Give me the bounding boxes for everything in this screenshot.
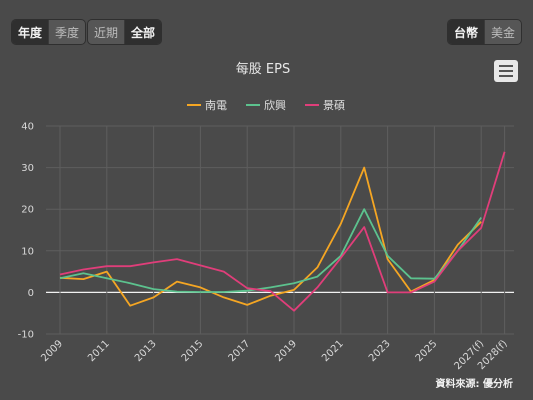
y-tick-label: 0 — [28, 288, 34, 299]
tab-usd[interactable]: 美金 — [491, 25, 516, 40]
period-toggle: 年度 季度 — [11, 19, 87, 45]
range-toggle: 近期 全部 — [87, 19, 163, 45]
tab-twd[interactable]: 台幣 — [448, 20, 486, 44]
source-note: 資料來源: 優分析 — [436, 377, 513, 390]
x-axis: 2009 2011 2013 2015 2017 2019 2021 2023 2025 2027… — [39, 338, 509, 372]
chart-title: 每股 EPS — [236, 61, 290, 77]
x-tick-label: 2015 — [180, 338, 206, 364]
tab-all[interactable]: 全部 — [125, 20, 162, 44]
series-line-南電 — [59, 166, 482, 307]
x-tick-label: 2023 — [367, 338, 393, 364]
x-tick-label: 2011 — [86, 338, 112, 364]
y-tick-label: 10 — [21, 246, 34, 257]
y-tick-label: -10 — [18, 330, 34, 341]
x-tick-label: 2017 — [227, 338, 253, 364]
menu-bar — [499, 75, 513, 77]
y-axis: -10 0 10 20 30 40 — [18, 122, 34, 341]
x-tick-label: 2021 — [320, 338, 346, 364]
series-lines — [59, 151, 506, 312]
legend-label: 欣興 — [264, 98, 286, 112]
tab-annual[interactable]: 年度 — [12, 20, 50, 44]
series-line-景碩 — [59, 151, 506, 312]
chart-legend: 南電 欣興 景碩 — [187, 98, 345, 112]
tab-recent[interactable]: 近期 — [88, 20, 126, 44]
series-line-欣興 — [59, 208, 482, 293]
legend-label: 南電 — [205, 99, 227, 112]
x-tick-label: 2025 — [414, 338, 440, 364]
x-tick-label: 2013 — [133, 338, 159, 364]
menu-bar — [499, 65, 513, 67]
y-tick-label: 20 — [21, 205, 34, 216]
y-tick-label: 30 — [21, 163, 34, 174]
menu-bar — [499, 70, 513, 72]
chart-grid — [46, 125, 514, 335]
x-tick-label: 2009 — [39, 338, 65, 364]
x-tick-label: 2019 — [273, 338, 299, 364]
tab-quarterly[interactable]: 季度 — [55, 25, 80, 40]
legend-label: 景碩 — [323, 99, 345, 112]
y-tick-label: 40 — [21, 122, 34, 133]
currency-toggle: 台幣 美金 — [447, 19, 523, 45]
hamburger-menu-icon[interactable] — [494, 60, 518, 82]
